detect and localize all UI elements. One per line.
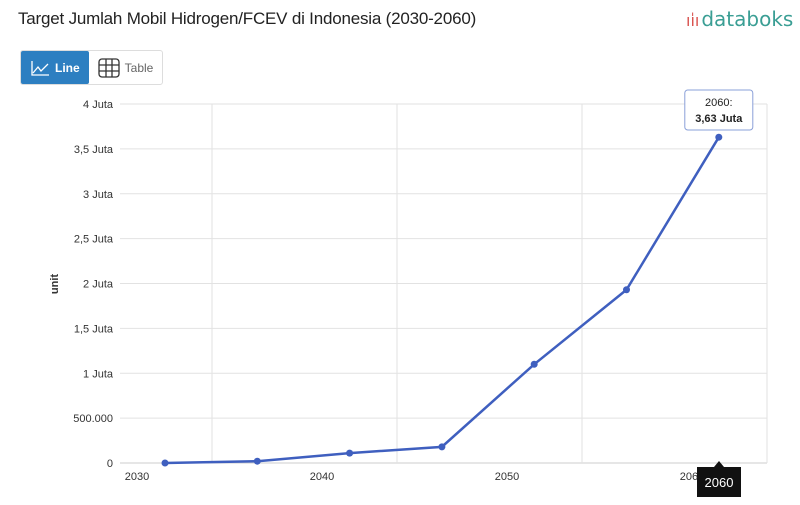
- data-point: [438, 443, 446, 451]
- hover-label-pointer: [714, 461, 724, 467]
- y-axis-label: unit: [49, 274, 61, 294]
- tooltip-value: 3,63 Juta: [695, 113, 743, 125]
- y-tick-label: 2 Juta: [83, 279, 114, 291]
- y-tick-label: 1 Juta: [83, 368, 114, 380]
- y-tick-label: 1,5 Juta: [74, 323, 114, 335]
- tab-table-label: Table: [124, 60, 154, 75]
- logo-text: databoks: [701, 7, 794, 31]
- y-tick-label: 3,5 Juta: [74, 144, 114, 156]
- line-chart-icon: [31, 60, 49, 76]
- x-tick-label: 2050: [495, 471, 519, 483]
- databoks-logo[interactable]: ıı̍ı databoks: [686, 7, 793, 31]
- y-tick-label: 3 Juta: [83, 189, 114, 201]
- hover-label-text: 2060: [705, 475, 734, 490]
- data-point: [715, 133, 723, 141]
- table-icon: [98, 57, 120, 78]
- y-tick-label: 500.000: [73, 413, 113, 425]
- view-tabs: Line Table: [20, 50, 164, 85]
- x-tick-label: 2040: [310, 471, 334, 483]
- series-line: [164, 136, 720, 465]
- tab-line-label: Line: [55, 60, 80, 75]
- data-point: [623, 286, 630, 294]
- tab-line[interactable]: Line: [21, 51, 89, 84]
- chart-title: Target Jumlah Mobil Hidrogen/FCEV di Ind…: [18, 9, 477, 28]
- x-tick-label: 2030: [125, 471, 149, 483]
- logo-icon: ıı̍ı: [686, 11, 700, 30]
- y-tick-label: 2,5 Juta: [74, 234, 114, 246]
- tooltip-year: 2060:: [705, 97, 733, 109]
- data-point: [346, 449, 354, 457]
- data-point: [253, 457, 261, 465]
- tab-table[interactable]: Table: [89, 51, 163, 84]
- y-tick-label: 0: [107, 458, 113, 470]
- tooltip-box: [684, 89, 754, 131]
- data-point: [161, 459, 169, 467]
- hover-label-box: [697, 467, 741, 497]
- y-tick-label: 4 Juta: [83, 99, 114, 111]
- data-point: [530, 360, 538, 368]
